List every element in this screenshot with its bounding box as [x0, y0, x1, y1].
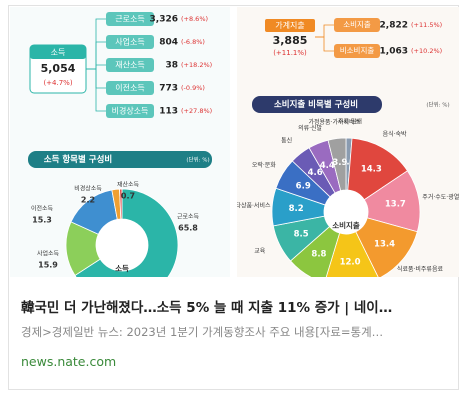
- segment-name: 의류·신발: [298, 124, 322, 132]
- item-pill: [334, 44, 380, 58]
- segment-name: 이전소득: [31, 205, 54, 213]
- item-change: (+8.6%): [181, 15, 208, 23]
- segment-value: 3.9: [332, 158, 347, 168]
- item-pill: [106, 104, 154, 118]
- spending-total: 3,885: [273, 34, 308, 47]
- segment-value: 8.5: [294, 229, 309, 239]
- segment-value: 65.8: [178, 224, 198, 233]
- item-label: 이전소득: [115, 83, 144, 93]
- card-title[interactable]: 韓국민 더 가난해졌다…소득 5% 늘 때 지출 11% 증가 | 네이…: [21, 300, 393, 316]
- chart-title: 소비지출 비목별 구성비: [274, 99, 358, 110]
- segment-value: 13.4: [374, 239, 395, 249]
- item-value: 3,326: [150, 15, 178, 25]
- segment-name: 비경상소득: [74, 185, 102, 193]
- segment-name: 통신: [281, 137, 292, 145]
- segment-name: 음식·숙박: [383, 130, 407, 138]
- chart-title: 소득 항목별 구성비: [44, 154, 112, 165]
- item-value: 773: [159, 84, 178, 94]
- item-value: 38: [165, 61, 178, 71]
- item-label: 근로소득: [115, 15, 144, 24]
- segment-name: 재산소득: [117, 181, 140, 189]
- item-value: 804: [159, 38, 178, 48]
- donut-center-label: 소비지출: [332, 220, 360, 230]
- segment-name: 식료품·비주류음료: [397, 265, 444, 273]
- card-summary: 경제>경제일반 뉴스: 2023년 1분기 가계동향조사 주요 내용[자료=통계…: [21, 325, 384, 339]
- segment-value: 8.8: [311, 250, 326, 260]
- segment-name: 근로소득: [177, 214, 200, 221]
- segment-value: 6.9: [296, 182, 311, 192]
- segment-value: 14.3: [361, 164, 382, 174]
- income-label: 소득: [51, 48, 66, 57]
- segment-name: 가정용품·가사서비스: [308, 118, 360, 126]
- news-card[interactable]: 소득 5,054 (+4.7%) 근로소득 3,326 (+8.6%) 사업소득 804 (-6…: [8, 5, 459, 390]
- chart-unit: (단위: %): [186, 156, 209, 164]
- item-value: 1,063: [380, 47, 408, 57]
- connector: [315, 36, 334, 52]
- segment-value: 12.0: [340, 257, 361, 267]
- item-pill: [106, 12, 154, 26]
- item-label: 비소비지출: [340, 45, 375, 55]
- item-change: (+11.5%): [411, 21, 442, 29]
- item-pill: [106, 35, 154, 49]
- item-change: (-0.9%): [181, 84, 205, 92]
- segment-name: 교육: [254, 248, 266, 255]
- item-pill: [334, 18, 380, 32]
- donut-center: [96, 219, 148, 271]
- chart-unit: (단위: %): [426, 101, 449, 109]
- income-total: 5,054: [41, 62, 76, 75]
- item-value: 113: [159, 107, 178, 117]
- income-box-head: [30, 45, 86, 59]
- item-change: (+27.8%): [181, 107, 212, 115]
- item-label: 소비지출: [343, 19, 371, 29]
- chart-title-pill: [28, 151, 212, 168]
- item-label: 비경상소득: [112, 106, 149, 116]
- item-label: 사업소득: [115, 38, 144, 47]
- item-value: 2,822: [380, 21, 408, 31]
- segment-value: 4.4: [320, 161, 335, 171]
- segment-name: 주거·수도·광열: [422, 193, 459, 201]
- segment-value: 8.2: [289, 204, 304, 214]
- donut-center: [324, 190, 368, 234]
- segment-name: 사업소득: [37, 250, 60, 258]
- infographic: 소득 5,054 (+4.7%) 근로소득 3,326 (+8.6%) 사업소득 804 (-6…: [10, 7, 459, 277]
- segment-name: 오락·문화: [252, 161, 276, 169]
- connector: [86, 68, 106, 112]
- item-pill: [106, 81, 154, 95]
- income-change: (+4.7%): [43, 79, 72, 87]
- segment-name: 기타상품·서비스: [230, 201, 271, 209]
- spending-box-head: [265, 19, 315, 32]
- segment-value: 1.3: [341, 158, 356, 168]
- donut-center-label: 소득: [115, 264, 129, 273]
- spending-label: 가계지출: [275, 20, 304, 30]
- segment-value: 13.7: [385, 200, 406, 210]
- item-change: (-6.8%): [181, 38, 205, 46]
- item-change: (+18.2%): [181, 61, 212, 69]
- item-pill: [106, 58, 154, 72]
- segment-value: 15.9: [38, 261, 58, 270]
- segment-value: 2.2: [81, 196, 95, 205]
- item-change: (+10.2%): [411, 47, 442, 55]
- chart-title-pill: [252, 96, 382, 113]
- item-label: 재산소득: [115, 60, 144, 70]
- segment-name: 주류·담배: [338, 118, 362, 126]
- card-source: news.nate.com: [21, 354, 117, 369]
- segment-value: 15.3: [32, 216, 52, 225]
- segment-value: 0.7: [121, 192, 135, 201]
- segment-value: 4.6: [308, 168, 323, 178]
- spending-change: (+11.1%): [273, 49, 307, 57]
